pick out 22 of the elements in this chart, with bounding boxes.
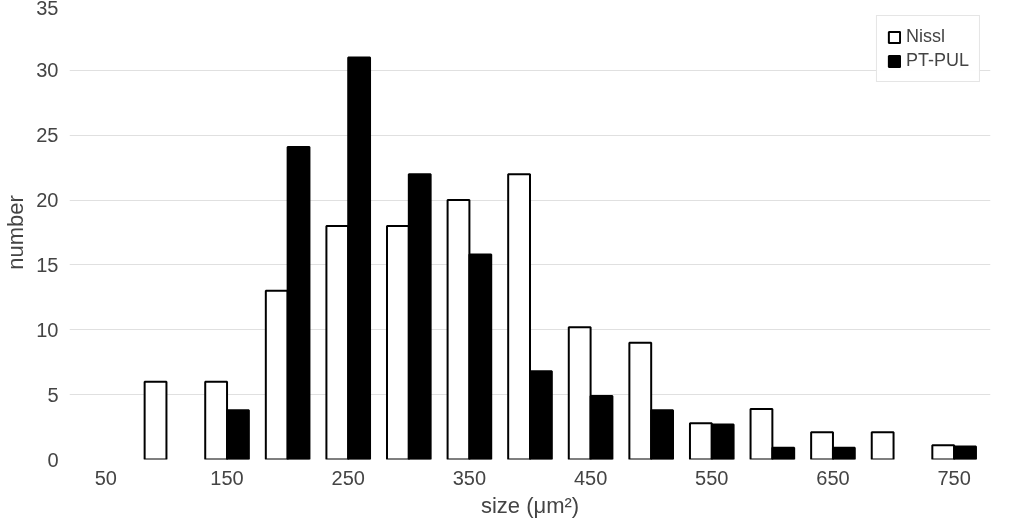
- x-tick-label: 750: [937, 466, 971, 489]
- x-tick-label: 550: [695, 466, 729, 489]
- y-tick-label: 0: [47, 448, 59, 471]
- x-tick-label: 250: [331, 466, 365, 489]
- x-tick-label: 50: [94, 466, 117, 489]
- y-tick-label: 15: [36, 253, 59, 276]
- x-tick-label: 150: [210, 466, 244, 489]
- legend-label: PT-PUL: [905, 50, 969, 71]
- x-tick-label: 650: [816, 466, 850, 489]
- y-tick-label: 10: [36, 318, 59, 341]
- bar: [143, 380, 168, 460]
- y-tick-label: 5: [47, 383, 59, 406]
- x-axis-title: size (μm²): [480, 492, 580, 518]
- y-tick-label: 25: [36, 124, 59, 147]
- x-tick-label: 450: [573, 466, 608, 489]
- bar: [870, 431, 895, 460]
- x-tick-label: 350: [452, 466, 487, 489]
- y-tick-label: 35: [36, 0, 59, 19]
- y-tick-label: 30: [36, 59, 59, 82]
- y-axis-title: number: [3, 195, 29, 270]
- legend-label: Nissl: [905, 26, 945, 47]
- y-tick-label: 20: [36, 189, 59, 212]
